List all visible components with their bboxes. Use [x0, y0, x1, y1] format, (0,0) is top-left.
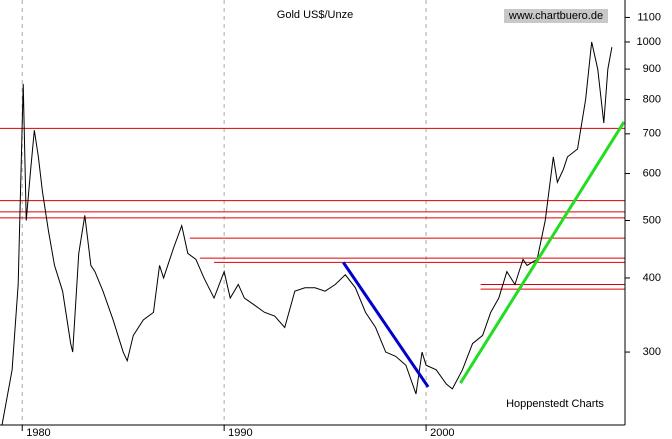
y-tick-label: 700: [643, 128, 661, 140]
x-tick-label: 1980: [26, 427, 50, 439]
y-tick-label: 900: [643, 63, 661, 75]
trend-line: [342, 261, 430, 388]
source: www.chartbuero.de: [508, 10, 603, 22]
y-tick-label: 400: [643, 272, 661, 284]
y-tick-label: 600: [643, 167, 661, 179]
trend-line: [459, 121, 626, 384]
credit: Hoppenstedt Charts: [506, 398, 604, 410]
x-tick-label: 1990: [228, 427, 252, 439]
price-line: [1, 41, 613, 426]
y-tick-label: 1100: [637, 11, 661, 23]
y-tick-label: 500: [643, 214, 661, 226]
y-tick-label: 1000: [637, 36, 661, 48]
chart-title: Gold US$/Unze: [277, 9, 353, 21]
y-tick-label: 800: [643, 93, 661, 105]
source-box: [504, 9, 608, 23]
x-tick-label: 2000: [430, 427, 454, 439]
y-tick-label: 300: [643, 346, 661, 358]
